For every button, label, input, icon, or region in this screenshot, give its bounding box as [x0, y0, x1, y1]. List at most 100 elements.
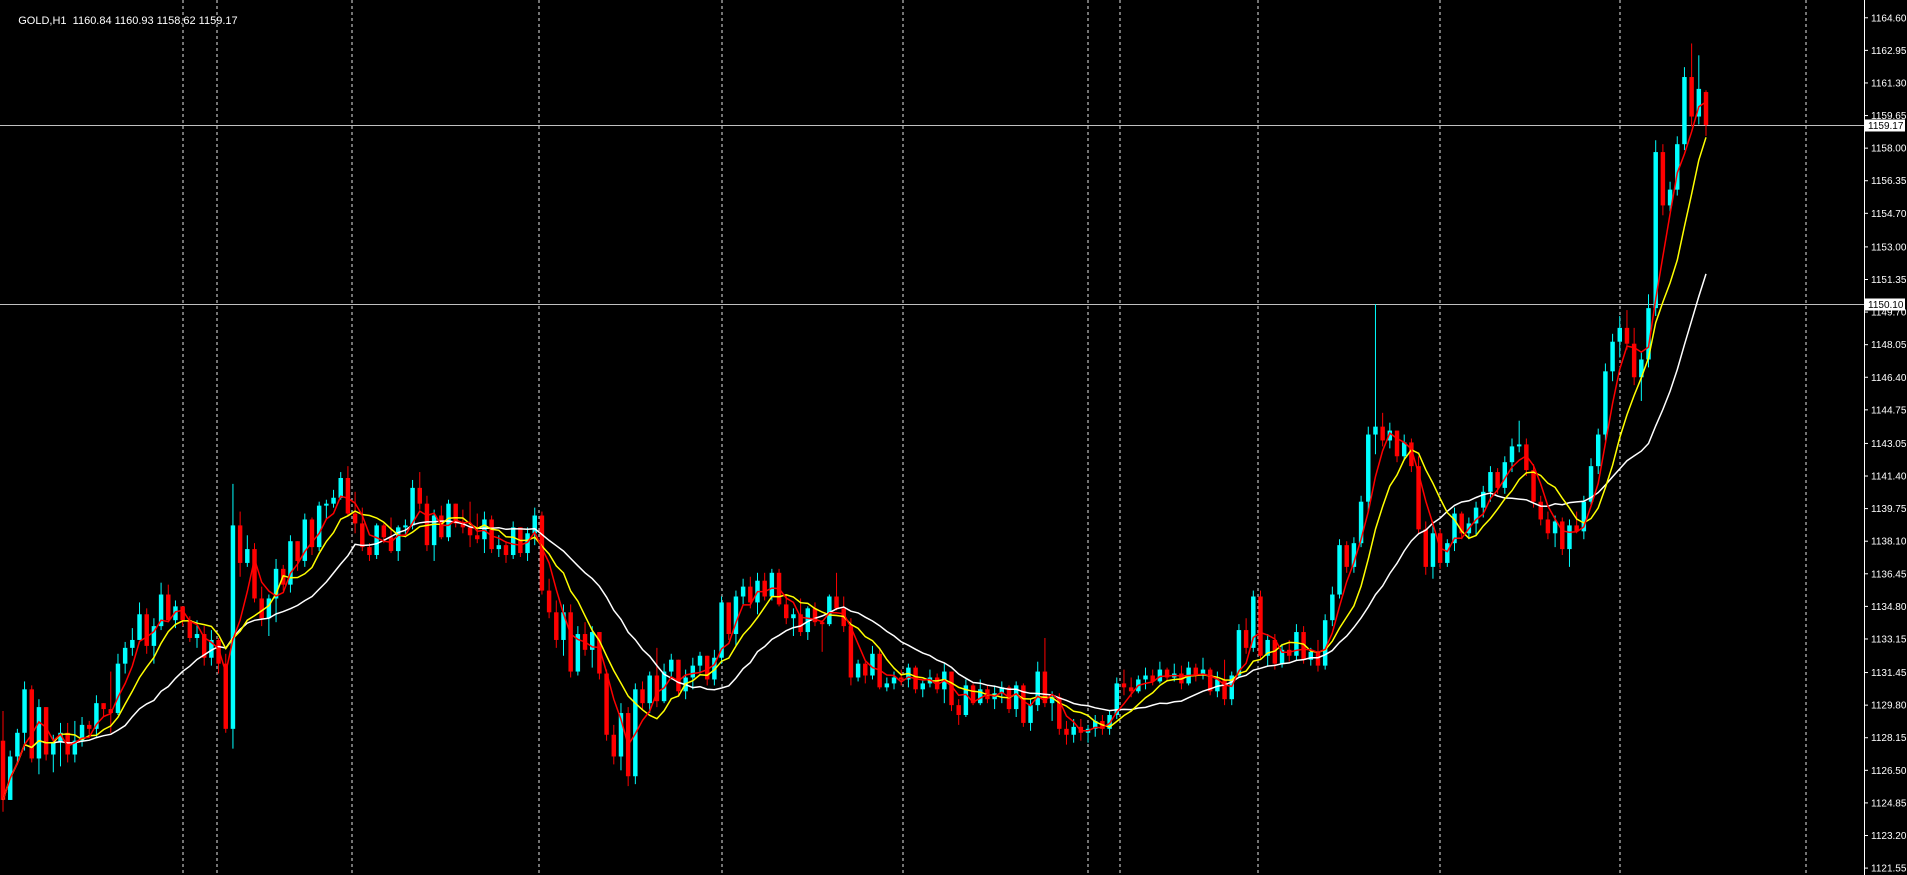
candle-body [1308, 651, 1314, 660]
candle-body [58, 732, 63, 743]
vertical-grid [182, 0, 1807, 875]
candle-body [819, 622, 825, 625]
candle-body [209, 639, 214, 658]
y-tick-label: 1159.65 [1871, 111, 1907, 122]
candle-body [324, 503, 329, 506]
candle-body [36, 707, 42, 759]
y-tick-label: 1144.75 [1871, 405, 1907, 416]
candle-body [216, 639, 221, 664]
candle-body [1481, 491, 1486, 508]
candle-body [1459, 513, 1464, 534]
candle-body [1200, 669, 1206, 676]
ma-mid-line [2, 137, 1707, 801]
candle-body [575, 634, 581, 672]
candle-body [1516, 444, 1522, 447]
candle-body [1531, 470, 1536, 502]
candle-body [1682, 77, 1687, 145]
candle-body [539, 515, 545, 591]
y-tick-label: 1138.10 [1871, 537, 1907, 548]
candle-body [87, 724, 92, 729]
candle-body [367, 547, 372, 556]
candle-body [920, 683, 925, 690]
candle-body [237, 525, 243, 563]
candle-body [963, 685, 969, 716]
candle-body [72, 740, 78, 755]
candle-body [798, 614, 803, 633]
candle-body [748, 586, 753, 603]
candle-body [1057, 697, 1062, 729]
candle-body [252, 549, 257, 599]
candle-body [1021, 685, 1026, 723]
candle-body [1567, 525, 1572, 550]
y-tick-label: 1133.15 [1871, 634, 1907, 645]
candle-body [65, 732, 70, 755]
candle-body [726, 602, 731, 635]
candle-body [1265, 639, 1270, 656]
candle-body [1258, 596, 1263, 656]
candle-body [1603, 371, 1608, 435]
candle-body [0, 740, 6, 800]
symbol-label: GOLD,H1 [18, 15, 67, 27]
candle-body [1473, 507, 1479, 524]
candle-body [1639, 359, 1644, 378]
candle-body [295, 541, 300, 561]
candle-body [29, 689, 34, 759]
y-tick-label: 1151.35 [1871, 275, 1907, 286]
candle-body [1150, 675, 1155, 682]
candle-body [784, 604, 789, 619]
candle-body [151, 626, 157, 646]
y-tick-label: 1154.70 [1871, 209, 1907, 220]
candle-body [604, 673, 609, 735]
candle-body [1401, 442, 1407, 457]
candle-body [273, 568, 279, 599]
candle-body [1560, 521, 1565, 550]
candle-body [122, 647, 128, 664]
y-tick-label: 1164.60 [1871, 13, 1907, 24]
candle-body [1416, 466, 1421, 530]
y-tick-label: 1129.80 [1871, 701, 1907, 712]
candle-body [503, 545, 509, 556]
candle-body [166, 594, 171, 621]
y-tick-label: 1143.05 [1871, 439, 1907, 450]
y-tick-label: 1162.95 [1871, 46, 1907, 57]
candle-body [1157, 669, 1163, 682]
candle-body [568, 612, 573, 672]
candle-body [970, 685, 976, 704]
candle-body [611, 734, 617, 757]
candle-body [1035, 671, 1040, 706]
candle-body [338, 477, 343, 498]
candle-body [180, 606, 185, 621]
candle-body [259, 598, 264, 619]
candle-body [640, 689, 645, 704]
candle-body [1653, 152, 1658, 309]
price-tag-label: 1150.10 [1868, 300, 1904, 311]
candle-body [187, 620, 193, 638]
candle-body [510, 527, 516, 556]
candle-body [1380, 426, 1385, 441]
candle-body [554, 612, 559, 640]
candle-body [669, 659, 674, 672]
candle-body [108, 709, 114, 714]
candle-body [1495, 472, 1500, 488]
candle-body [1595, 434, 1601, 467]
y-tick-label: 1161.30 [1871, 78, 1907, 89]
candle-body [1366, 434, 1371, 502]
price-tag-bg [1865, 298, 1905, 311]
y-tick-label: 1124.85 [1871, 798, 1907, 809]
ma-fast-line [2, 101, 1707, 801]
candle-body [661, 671, 667, 702]
candle-body [1574, 525, 1579, 532]
candle-body [395, 527, 401, 552]
candle-body [654, 675, 660, 702]
candle-body [690, 665, 696, 678]
y-tick-label: 1148.05 [1871, 340, 1907, 351]
ma-slow-line [2, 273, 1707, 801]
candle-body [1193, 667, 1199, 676]
candle-body [999, 687, 1005, 694]
candle-body [309, 519, 315, 548]
candle-body [1064, 728, 1069, 735]
candle-body [1617, 327, 1622, 342]
candle-body [201, 634, 207, 658]
